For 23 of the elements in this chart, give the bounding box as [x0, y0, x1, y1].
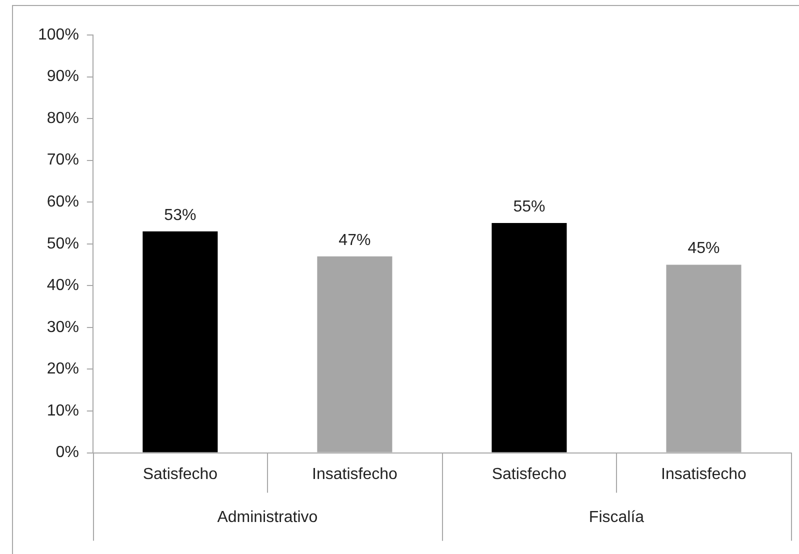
x-tick-label: Insatisfecho — [312, 466, 398, 483]
y-tick-label: 30% — [46, 318, 79, 336]
data-label: 47% — [338, 232, 371, 249]
y-tick-label: 20% — [46, 360, 79, 378]
x-tick-label: Insatisfecho — [661, 466, 747, 483]
y-tick-label: 40% — [46, 277, 79, 294]
text: Fiscalía — [588, 509, 644, 526]
y-tick-label: 60% — [46, 194, 79, 211]
bar — [492, 223, 567, 452]
x-tick-label: Satisfecho — [142, 466, 218, 483]
y-tick-label: 0% — [56, 444, 79, 462]
bar — [142, 231, 218, 452]
y-tick-label: 100% — [38, 26, 79, 44]
y-tick-label: 90% — [46, 68, 79, 86]
y-tick-label: 50% — [46, 235, 79, 252]
text: Administrativo — [217, 509, 318, 526]
data-label: 45% — [688, 240, 720, 258]
y-tick-label: 70% — [46, 152, 79, 169]
x-tick-label: Satisfecho — [492, 466, 567, 483]
y-tick-label: 80% — [46, 110, 79, 127]
data-label: 55% — [513, 198, 546, 216]
y-tick-label: 10% — [46, 402, 79, 420]
data-label: 53% — [164, 206, 196, 224]
